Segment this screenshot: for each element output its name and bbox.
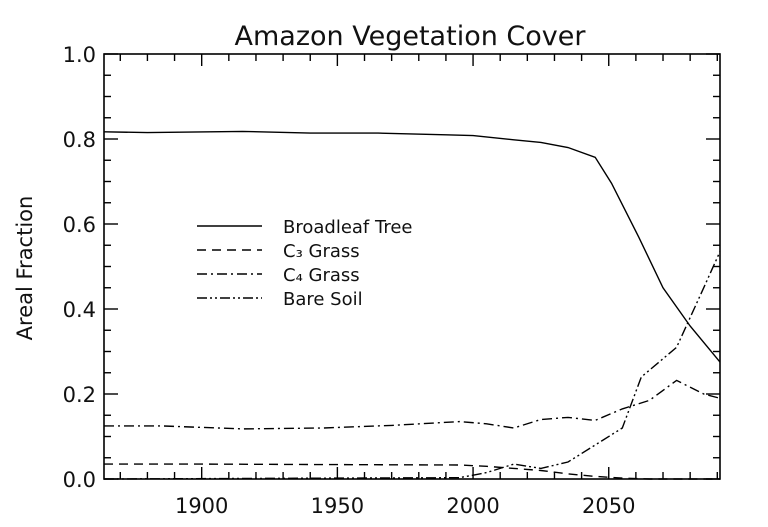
series-line-broadleaf-tree [103, 130, 721, 363]
legend-label: C₄ Grass [283, 265, 360, 286]
legend-label: C₃ Grass [283, 241, 360, 262]
y-tick-label: 0.0 [63, 468, 96, 492]
legend: Broadleaf Tree C₃ Grass C₄ Grass Bare Soil [197, 217, 413, 310]
series-group [103, 130, 721, 480]
y-axis-label: Areal Fraction [13, 196, 37, 341]
y-tick-label: 0.2 [63, 383, 96, 407]
series-line-c-grass [104, 463, 720, 480]
series-line-c-grass [104, 379, 721, 430]
y-tick-label: 1.0 [63, 43, 96, 67]
legend-label: Broadleaf Tree [283, 217, 413, 238]
axis-ticks: 1900 1950 2000 2050 0.0 0.2 0.4 0.6 0.8 1.0 [63, 43, 720, 518]
y-tick-label: 0.4 [63, 298, 96, 322]
series-line-bare-soil [103, 251, 721, 480]
x-tick-label: 1950 [311, 494, 364, 518]
y-tick-label: 0.6 [63, 213, 96, 237]
x-tick-label: 2050 [582, 494, 635, 518]
chart-title: Amazon Vegetation Cover [235, 21, 587, 52]
y-tick-label: 0.8 [63, 128, 96, 152]
x-tick-label: 2000 [446, 494, 499, 518]
plot-frame [103, 53, 721, 480]
x-tick-label: 1900 [175, 494, 228, 518]
legend-label: Bare Soil [283, 289, 363, 310]
